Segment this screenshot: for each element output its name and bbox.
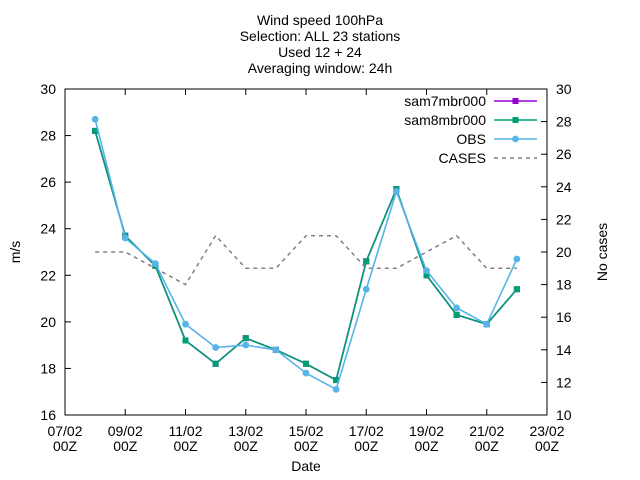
legend: sam7mbr000 sam8mbr000 OBS CASES (404, 93, 537, 166)
y-axis-label: m/s (7, 241, 23, 264)
data-point-sam8mbr000 (182, 337, 189, 344)
data-point-obs (332, 385, 340, 393)
y2-axis-label: No cases (594, 223, 610, 281)
y2-tick-label: 24 (556, 179, 572, 195)
data-point-obs (453, 304, 461, 312)
x-tick-label-hour: 00Z (475, 438, 500, 454)
legend-marker-obs (512, 135, 519, 143)
data-point-obs (182, 320, 189, 328)
y2-tick-label: 10 (556, 407, 572, 423)
data-point-sam8mbr000 (242, 335, 249, 342)
x-tick-label-hour: 00Z (173, 438, 198, 454)
x-tick-label-hour: 00Z (53, 438, 78, 454)
y-tick-label: 22 (40, 267, 56, 283)
y2-tick-label: 12 (556, 374, 572, 390)
data-point-obs (392, 188, 400, 195)
data-point-sam8mbr000 (333, 377, 340, 384)
y-tick-label: 28 (40, 128, 56, 144)
y-tick-label: 24 (40, 221, 56, 237)
chart-subtitle-selection: Selection: ALL 23 stations (239, 28, 401, 44)
y2-tick-label: 14 (556, 342, 572, 358)
legend-label-obs: OBS (456, 131, 486, 147)
data-point-obs (483, 320, 491, 328)
series-line-sam8mbr000 (94, 130, 518, 382)
y2-tick-label: 28 (556, 114, 572, 130)
legend-label-sam7mbr000: sam7mbr000 (404, 93, 486, 109)
legend-marker-sam7mbr000 (512, 98, 519, 104)
y2-tick-label: 18 (556, 277, 572, 293)
y-tick-label: 20 (40, 314, 56, 330)
y2-tick-label: 26 (556, 146, 572, 162)
x-tick-label-hour: 00Z (294, 438, 319, 454)
data-point-obs (362, 285, 370, 293)
x-tick-label-hour: 00Z (535, 438, 560, 454)
legend-label-cases: CASES (439, 150, 486, 166)
y-tick-label: 30 (40, 81, 56, 97)
series-layer (91, 115, 521, 393)
x-tick-label-hour: 00Z (414, 438, 439, 454)
series-line-sam7mbr000 (94, 130, 518, 382)
x-tick-label-date: 17/02 (349, 423, 384, 439)
data-point-obs (91, 115, 99, 123)
data-point-obs (302, 369, 310, 377)
data-point-obs (121, 234, 129, 242)
axis-tick-labels: 07/0200Z09/0200Z11/0200Z13/0200Z15/0200Z… (40, 81, 571, 454)
data-point-obs (423, 267, 430, 275)
data-point-obs (151, 260, 159, 268)
axis-ticks (64, 88, 548, 416)
chart-subtitle-used: Used 12 + 24 (278, 44, 362, 60)
y-tick-label: 16 (40, 407, 56, 423)
data-point-obs (242, 341, 250, 349)
x-tick-label-date: 21/02 (469, 423, 504, 439)
data-point-sam8mbr000 (363, 258, 370, 265)
x-tick-label-date: 19/02 (409, 423, 444, 439)
data-point-obs (272, 346, 280, 354)
y2-tick-label: 22 (556, 211, 572, 227)
data-point-sam8mbr000 (212, 360, 219, 367)
y2-tick-label: 30 (556, 81, 572, 97)
legend-label-sam8mbr000: sam8mbr000 (404, 112, 486, 128)
legend-marker-sam8mbr000 (512, 117, 519, 123)
chart-title: Wind speed 100hPa (256, 12, 384, 28)
x-tick-label-hour: 00Z (354, 438, 379, 454)
data-point-sam8mbr000 (513, 286, 520, 293)
x-tick-label-hour: 00Z (234, 438, 259, 454)
y-tick-label: 26 (40, 174, 56, 190)
data-point-sam8mbr000 (92, 127, 99, 134)
x-tick-label-date: 11/02 (169, 423, 203, 439)
data-point-obs (212, 344, 220, 351)
x-tick-label-date: 23/02 (529, 423, 564, 439)
x-axis-label: Date (291, 458, 321, 474)
data-point-sam8mbr000 (303, 360, 309, 367)
data-point-sam8mbr000 (453, 311, 460, 318)
x-tick-label-date: 13/02 (228, 423, 263, 439)
data-point-sam8mbr000 (423, 272, 430, 279)
x-tick-label-date: 09/02 (108, 423, 143, 439)
x-tick-label-date: 07/02 (47, 423, 82, 439)
chart-subtitle-window: Averaging window: 24h (247, 60, 393, 76)
y2-tick-label: 16 (556, 309, 572, 325)
series-line-cases (95, 234, 517, 286)
y2-tick-label: 20 (556, 244, 572, 260)
x-tick-label-hour: 00Z (113, 438, 138, 454)
x-tick-label-date: 15/02 (288, 423, 323, 439)
data-point-obs (513, 255, 521, 263)
y-tick-label: 18 (40, 360, 56, 376)
